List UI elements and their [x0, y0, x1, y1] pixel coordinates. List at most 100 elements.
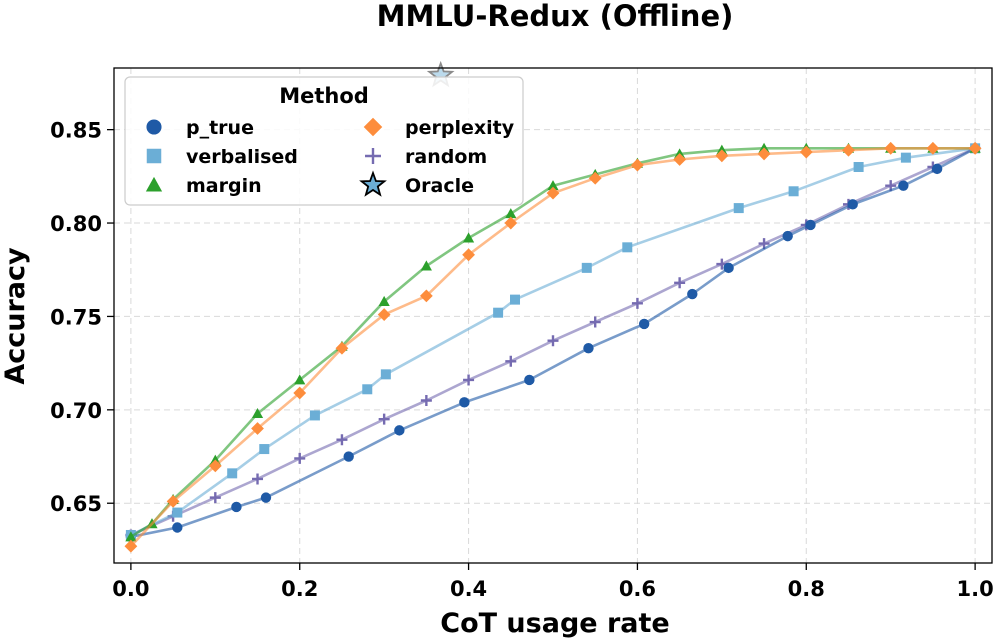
legend-item-oracle: Oracle [359, 170, 474, 197]
data-point [505, 208, 517, 219]
data-point [546, 186, 560, 200]
x-tick-label: 0.4 [450, 577, 487, 601]
legend-label: random [405, 146, 487, 168]
data-point [581, 262, 592, 273]
series-perplexity [124, 141, 982, 553]
data-point [251, 407, 264, 419]
data-point [252, 473, 264, 485]
data-point [805, 219, 816, 231]
legend: Method p_true verbalised margin perplexity ra… [124, 76, 524, 206]
legend-label: perplexity [405, 117, 515, 139]
legend-item-perplexity: perplexity [363, 117, 515, 139]
data-point [293, 386, 307, 400]
data-point [166, 494, 180, 508]
data-point [853, 162, 864, 172]
x-tick-label: 0.2 [281, 577, 318, 601]
legend-label: Oracle [405, 175, 474, 197]
data-point [343, 451, 354, 462]
x-tick-label: 0.8 [788, 577, 825, 601]
data-point [462, 232, 475, 243]
legend-label: p_true [186, 117, 254, 139]
data-point [378, 413, 390, 425]
legend-box [124, 76, 524, 206]
data-point [419, 289, 433, 303]
data-point [294, 452, 306, 464]
data-point [209, 492, 221, 504]
x-axis-label: CoT usage rate [440, 608, 670, 639]
data-point [898, 180, 909, 191]
data-point [547, 180, 559, 191]
y-axis-label: Accuracy [0, 247, 31, 385]
legend-label: verbalised [186, 146, 298, 168]
y-tick-label: 0.85 [50, 119, 102, 143]
plot-series [124, 60, 982, 553]
data-point [622, 242, 633, 253]
series-random [125, 142, 981, 541]
data-point [227, 468, 238, 479]
legend-item-random: random [365, 146, 487, 168]
data-point [172, 507, 183, 518]
data-point [251, 422, 264, 435]
data-point [125, 531, 137, 542]
data-point [968, 141, 982, 155]
legend-item-margin: margin [145, 175, 262, 197]
data-point [733, 203, 744, 214]
data-point [463, 374, 475, 386]
data-point [900, 152, 911, 163]
data-point [673, 153, 687, 166]
x-tick-label: 0.6 [619, 577, 656, 601]
data-point [336, 434, 348, 446]
y-tick-label: 0.80 [50, 212, 102, 236]
data-point [394, 425, 405, 436]
data-point [799, 145, 813, 159]
data-point [631, 297, 643, 309]
data-point [631, 158, 644, 172]
y-tick-label: 0.65 [50, 492, 102, 516]
data-point [674, 277, 686, 289]
data-point [259, 444, 270, 455]
data-point [589, 316, 601, 328]
data-point [378, 295, 390, 306]
x-tick-label: 0.0 [112, 577, 149, 601]
legend-marker [146, 148, 162, 164]
data-point [380, 369, 391, 380]
data-point [782, 230, 793, 242]
legend-title: Method [279, 84, 369, 108]
series-line [130, 147, 976, 538]
data-point [524, 374, 535, 386]
plot-frame [113, 67, 993, 564]
data-point [788, 186, 799, 197]
data-point [884, 141, 898, 155]
series-line [130, 147, 976, 537]
data-point [493, 307, 504, 318]
data-point [420, 394, 432, 406]
data-point [505, 355, 517, 367]
legend-item-p-true: p_true [146, 117, 254, 139]
data-point [335, 341, 349, 355]
data-point [420, 260, 432, 271]
data-point [260, 492, 272, 503]
data-point [588, 171, 602, 185]
y-tick-label: 0.75 [50, 305, 102, 329]
data-point [847, 199, 858, 210]
data-point [462, 248, 475, 262]
data-point [362, 384, 373, 395]
data-point [459, 397, 470, 408]
legend-marker [145, 176, 163, 192]
data-point [172, 522, 183, 533]
x-tick-label: 1.0 [957, 577, 994, 601]
series-verbalised [125, 143, 981, 540]
data-point [687, 288, 698, 300]
axis-ticks: 0.0 0.2 0.4 0.6 0.8 1.0 0.65 0.70 0.75 0.80 0.85 [50, 119, 994, 601]
legend-marker [146, 119, 162, 135]
data-point [309, 410, 320, 421]
legend-marker [363, 117, 383, 137]
data-point [510, 294, 521, 305]
data-point [723, 262, 734, 274]
data-point [931, 163, 943, 175]
data-point [757, 147, 771, 161]
data-point [715, 149, 729, 163]
data-point [377, 308, 391, 321]
